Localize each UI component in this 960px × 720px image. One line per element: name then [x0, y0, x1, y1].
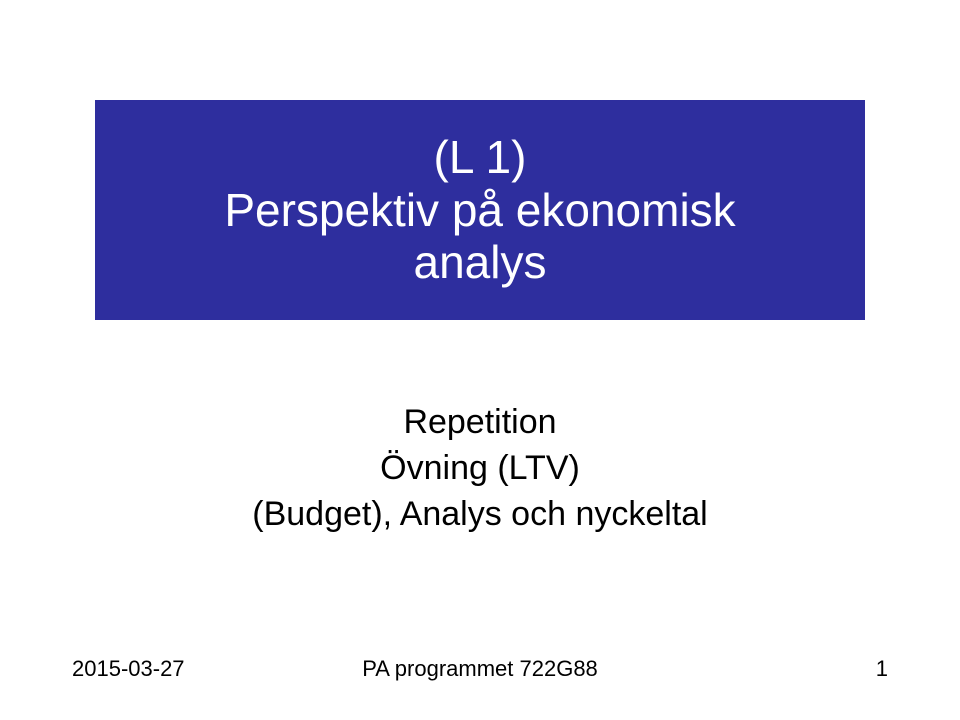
title-line-2: Perspektiv på ekonomisk [224, 184, 735, 237]
title-box: (L 1) Perspektiv på ekonomisk analys [95, 100, 865, 320]
slide: (L 1) Perspektiv på ekonomisk analys Rep… [0, 0, 960, 720]
footer-page-number: 1 [876, 656, 888, 682]
footer-center-text: PA programmet 722G88 [0, 656, 960, 682]
subtitle-line-3: (Budget), Analys och nyckeltal [80, 492, 880, 538]
title-line-1: (L 1) [434, 131, 527, 184]
subtitle-line-1: Repetition [80, 400, 880, 446]
subtitle-line-2: Övning (LTV) [80, 446, 880, 492]
subtitle-block: Repetition Övning (LTV) (Budget), Analys… [80, 400, 880, 538]
footer: 2015-03-27 PA programmet 722G88 1 [0, 652, 960, 682]
title-line-3: analys [414, 236, 547, 289]
